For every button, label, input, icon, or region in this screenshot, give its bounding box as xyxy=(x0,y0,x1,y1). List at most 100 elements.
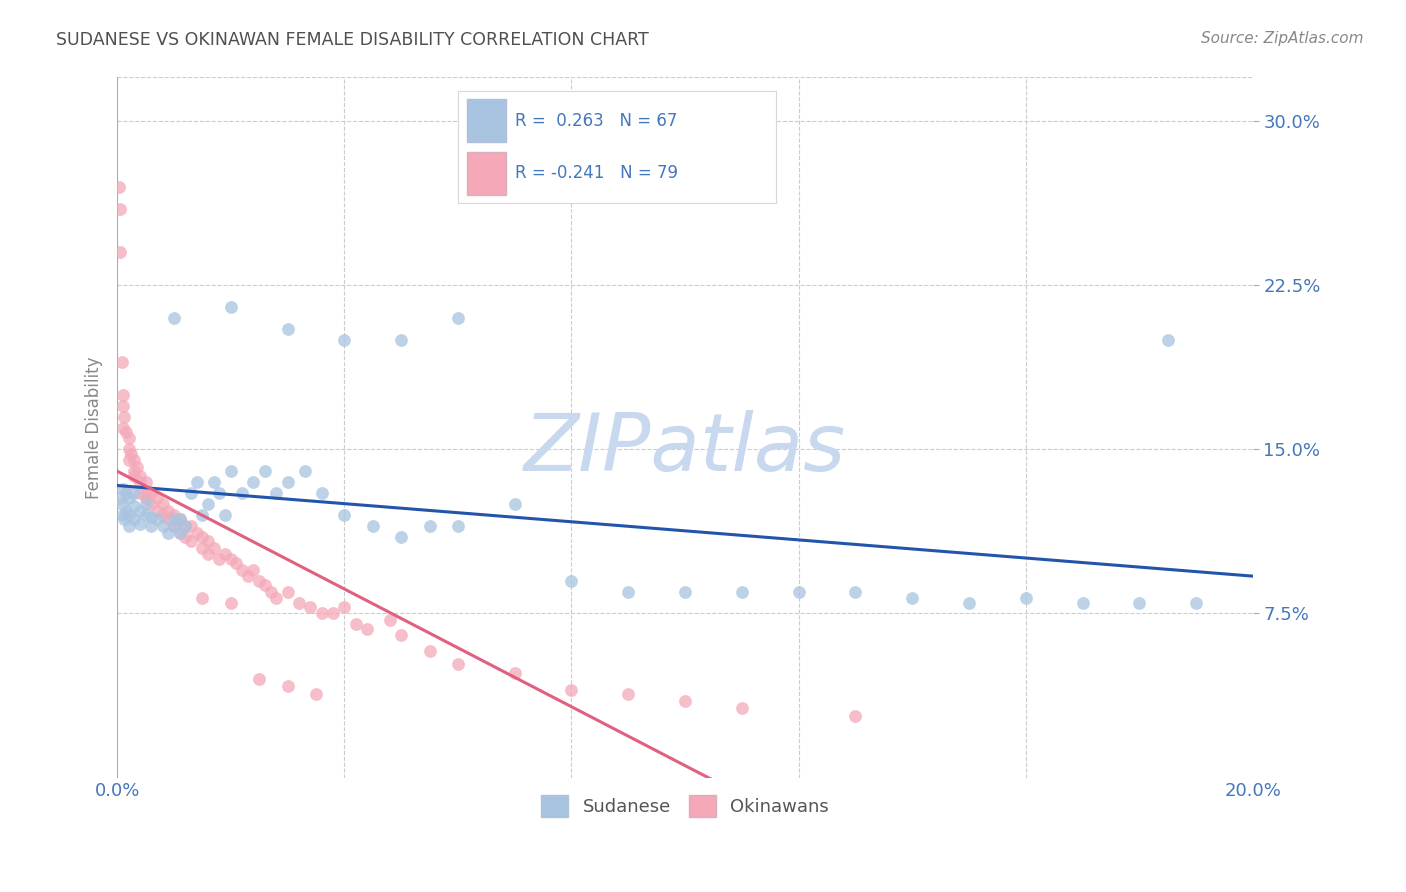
Point xyxy=(219,595,242,609)
Point xyxy=(277,584,299,599)
Point xyxy=(731,700,754,714)
Point xyxy=(242,563,264,577)
Point xyxy=(259,584,281,599)
Point xyxy=(264,591,287,606)
Point xyxy=(787,584,810,599)
Point xyxy=(294,464,316,478)
Point xyxy=(731,584,754,599)
Point xyxy=(247,672,270,686)
Point xyxy=(152,508,174,522)
Point xyxy=(236,569,259,583)
Point xyxy=(111,508,134,522)
Point xyxy=(111,399,134,413)
Point xyxy=(135,508,157,522)
Point xyxy=(447,311,470,326)
Point xyxy=(844,709,866,723)
Point xyxy=(673,694,696,708)
Point xyxy=(844,584,866,599)
Point xyxy=(125,459,148,474)
Point xyxy=(174,530,197,544)
Point xyxy=(152,519,174,533)
Point xyxy=(117,491,139,505)
Point xyxy=(146,503,169,517)
Point xyxy=(135,475,157,490)
Point xyxy=(389,628,412,642)
Point xyxy=(129,516,152,531)
Point xyxy=(157,525,180,540)
Point xyxy=(219,551,242,566)
Point xyxy=(122,453,145,467)
Point xyxy=(174,519,197,533)
Point xyxy=(163,311,186,326)
Point xyxy=(418,519,440,533)
Point xyxy=(141,497,163,511)
Point xyxy=(112,512,135,526)
Point xyxy=(322,607,344,621)
Point xyxy=(114,486,136,500)
Point xyxy=(389,530,412,544)
Point xyxy=(169,512,191,526)
Point xyxy=(356,622,378,636)
Point xyxy=(378,613,401,627)
Point xyxy=(202,475,225,490)
Point xyxy=(129,503,152,517)
Point xyxy=(114,425,136,439)
Point xyxy=(208,486,231,500)
Point xyxy=(152,497,174,511)
Point xyxy=(117,453,139,467)
Point xyxy=(120,447,142,461)
Point xyxy=(186,475,208,490)
Point xyxy=(361,519,384,533)
Point xyxy=(135,491,157,505)
Point xyxy=(447,519,470,533)
Point xyxy=(169,512,191,526)
Point xyxy=(311,486,333,500)
Point xyxy=(163,519,186,533)
Point xyxy=(277,322,299,336)
Point xyxy=(108,202,131,216)
Point xyxy=(617,584,640,599)
Point xyxy=(163,519,186,533)
Point xyxy=(253,578,276,592)
Point xyxy=(163,508,186,522)
Point xyxy=(225,556,247,570)
Point xyxy=(135,497,157,511)
Point xyxy=(1185,595,1208,609)
Y-axis label: Female Disability: Female Disability xyxy=(86,356,103,499)
Point xyxy=(219,464,242,478)
Point xyxy=(174,519,197,533)
Point xyxy=(180,534,202,549)
Point xyxy=(122,512,145,526)
Point xyxy=(122,486,145,500)
Point xyxy=(202,541,225,555)
Point xyxy=(169,525,191,540)
Point xyxy=(389,333,412,347)
Point xyxy=(901,591,924,606)
Point xyxy=(214,548,236,562)
Point xyxy=(288,595,311,609)
Point xyxy=(111,355,134,369)
Point xyxy=(197,497,219,511)
Point xyxy=(299,599,322,614)
Point xyxy=(122,464,145,478)
Text: ZIPatlas: ZIPatlas xyxy=(524,409,846,488)
Point xyxy=(129,468,152,483)
Point xyxy=(231,486,253,500)
Point xyxy=(163,512,186,526)
Point xyxy=(157,512,180,526)
Point xyxy=(117,519,139,533)
Point xyxy=(117,508,139,522)
Point xyxy=(264,486,287,500)
Point xyxy=(146,512,169,526)
Point xyxy=(1128,595,1150,609)
Point xyxy=(1015,591,1038,606)
Point xyxy=(247,574,270,588)
Text: SUDANESE VS OKINAWAN FEMALE DISABILITY CORRELATION CHART: SUDANESE VS OKINAWAN FEMALE DISABILITY C… xyxy=(56,31,650,49)
Point xyxy=(311,607,333,621)
Point xyxy=(129,475,152,490)
Point xyxy=(129,486,152,500)
Point xyxy=(191,508,214,522)
Point xyxy=(186,525,208,540)
Point xyxy=(305,687,328,701)
Point xyxy=(560,574,582,588)
